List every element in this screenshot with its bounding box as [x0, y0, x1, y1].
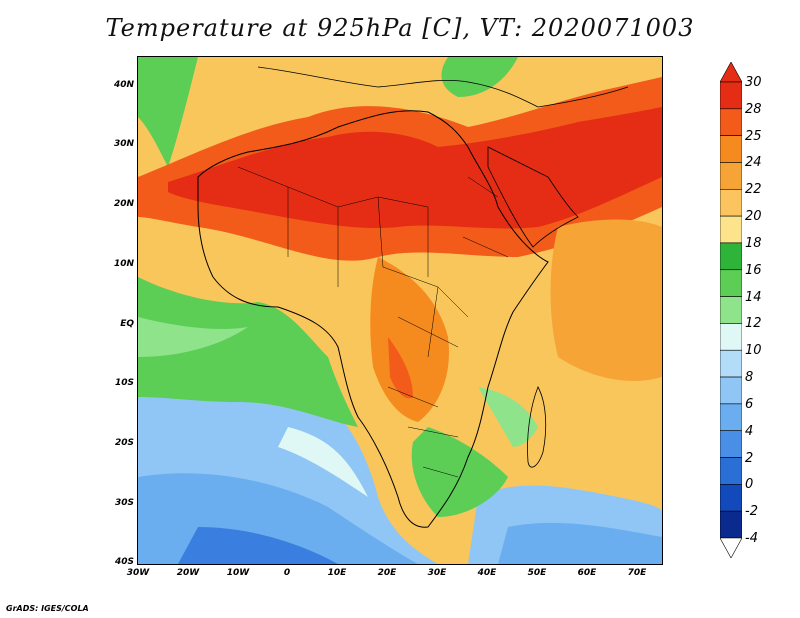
lat-label: 20S — [114, 438, 134, 448]
lat-label: 30S — [114, 498, 134, 508]
lon-label: 30W — [126, 568, 150, 578]
colorbar-tick-label: 14 — [745, 289, 762, 305]
colorbar-cell — [720, 403, 742, 432]
gulf-light-green — [138, 317, 248, 357]
colorbar-cell — [720, 376, 742, 405]
colorbar-cell — [720, 296, 742, 324]
central-africa-hot — [388, 337, 413, 399]
lon-label: 10W — [226, 568, 250, 578]
colorbar-bottom-arrow — [720, 537, 742, 558]
lat-label: EQ — [120, 319, 134, 329]
colorbar — [720, 62, 742, 558]
lon-label: 50E — [527, 568, 547, 578]
colorbar-tick-label: -2 — [745, 504, 758, 520]
lat-label: 30N — [113, 139, 134, 149]
benguela-band — [278, 427, 368, 497]
colorbar-cell — [720, 484, 742, 512]
colorbar-cell — [720, 108, 742, 136]
colorbar-cell — [720, 269, 742, 297]
lat-label: 20N — [113, 199, 134, 209]
colorbar-tick-label: 22 — [745, 182, 762, 198]
lon-label: 0 — [283, 568, 291, 578]
mediterranean-green — [441, 57, 518, 97]
colorbar-tick-label: 16 — [745, 262, 762, 278]
colorbar-tick-label: 28 — [745, 101, 762, 117]
colorbar-cell — [720, 430, 742, 458]
grads-credit: GrADS: IGES/COLA — [6, 604, 89, 613]
arabia-coastline — [487, 146, 579, 248]
colorbar-tick-label: 0 — [745, 477, 754, 493]
tropical-atlantic-green — [138, 277, 358, 427]
colorbar-tick-label: 30 — [745, 75, 762, 90]
colorbar-tick-label: 25 — [745, 128, 762, 144]
colorbar-tick-label: 4 — [745, 423, 754, 439]
colorbar-cell — [720, 162, 742, 190]
colorbar-tick-label: 6 — [745, 396, 754, 412]
colorbar-tick-label: 24 — [745, 155, 762, 171]
colorbar-tick-label: 8 — [745, 370, 754, 386]
africa-coastline — [197, 110, 549, 528]
colorbar-cell — [720, 81, 742, 110]
central-africa-warm — [370, 257, 449, 422]
south-atlantic-coldest — [178, 527, 338, 564]
colorbar-tick-label: 10 — [745, 343, 762, 359]
colorbar-cell — [720, 215, 742, 244]
colorbar-cell — [720, 457, 742, 485]
country-borders — [237, 166, 509, 478]
colorbar-cell — [720, 323, 742, 351]
colorbar-tick-label: 20 — [745, 209, 762, 225]
chart-title: Temperature at 925hPa [C], VT: 202007100… — [105, 14, 695, 42]
lon-label: 10E — [327, 568, 347, 578]
lon-label: 20W — [176, 568, 200, 578]
colorbar-tick-label: -4 — [745, 531, 758, 546]
map-canvas — [138, 57, 662, 564]
arabian-sea-warm — [550, 219, 662, 381]
colorbar-tick-label: 2 — [745, 450, 754, 466]
colorbar-top-arrow — [720, 62, 742, 83]
north-atlantic-green — [138, 57, 198, 167]
lat-label: 40S — [114, 557, 134, 567]
lon-label: 40E — [477, 568, 497, 578]
temperature-map — [137, 56, 663, 565]
lon-label: 30E — [427, 568, 447, 578]
lon-label: 60E — [577, 568, 597, 578]
lon-label: 20E — [377, 568, 397, 578]
colorbar-cell — [720, 135, 742, 163]
south-indian-cold — [498, 522, 662, 564]
colorbar-cell — [720, 510, 742, 539]
madagascar-coastline — [527, 386, 547, 468]
lon-label: 70E — [627, 568, 647, 578]
colorbar-cell — [720, 242, 742, 271]
colorbar-cell — [720, 349, 742, 378]
colorbar-tick-label: 18 — [745, 235, 762, 251]
indian-ocean-green — [478, 387, 538, 447]
europe-coastline — [257, 66, 629, 108]
colorbar-cell — [720, 188, 742, 217]
lat-label: 10S — [114, 378, 134, 388]
sahara-hottest-core — [168, 107, 662, 229]
colorbar-tick-label: 12 — [745, 316, 762, 332]
southern-africa-green — [411, 427, 508, 517]
lat-label: 40N — [113, 80, 134, 90]
lat-label: 10N — [113, 259, 134, 269]
